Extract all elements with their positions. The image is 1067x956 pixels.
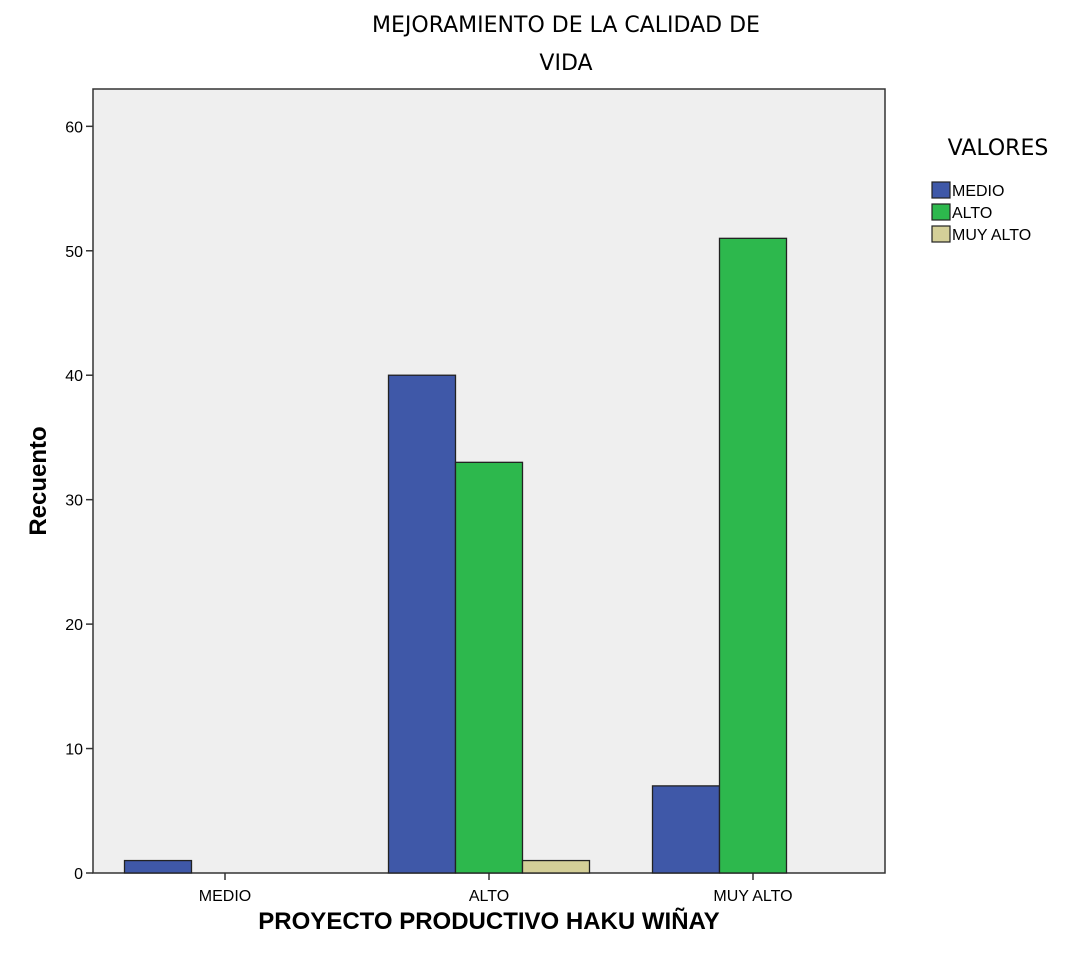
y-tick-label-20: 20 (65, 617, 83, 634)
x-tick-label-2: MUY ALTO (713, 888, 792, 905)
bar-alto-1 (454, 461, 524, 874)
legend-swatch-2 (931, 225, 951, 243)
x-tick-label-1: ALTO (469, 888, 509, 905)
y-axis-title: Recuento (25, 426, 52, 535)
legend-items: MEDIO ALTO MUY ALTO (931, 181, 1031, 244)
chart-title-line-2: VIDA (539, 51, 592, 76)
legend-label-2: MUY ALTO (952, 227, 1031, 244)
x-tick-label-0: MEDIO (199, 888, 251, 905)
y-tick-label-40: 40 (65, 368, 83, 385)
bars (123, 237, 788, 874)
x-axis-title: PROYECTO PRODUCTIVO HAKU WIÑAY (258, 907, 719, 935)
legend-swatch-0 (931, 181, 951, 199)
bar-alto-2 (718, 237, 788, 874)
y-tick-label-50: 50 (65, 244, 83, 261)
legend-swatch-1 (931, 203, 951, 221)
legend: VALORES MEDIO ALTO MUY ALTO (931, 136, 1049, 244)
bar-medio-1 (387, 374, 457, 874)
chart-title-line-1: MEJORAMIENTO DE LA CALIDAD DE (372, 13, 760, 38)
bar-medio-0 (123, 859, 193, 874)
bar-muy-alto-1 (521, 859, 591, 874)
x-axis: MEDIO ALTO MUY ALTO (199, 873, 793, 905)
y-tick-label-0: 0 (74, 866, 83, 883)
bar-medio-2 (651, 785, 721, 874)
y-tick-label-10: 10 (65, 742, 83, 759)
legend-title: VALORES (948, 136, 1049, 161)
y-tick-label-60: 60 (65, 119, 83, 136)
legend-label-0: MEDIO (952, 183, 1004, 200)
y-tick-label-30: 30 (65, 493, 83, 510)
y-axis: 0 10 20 30 40 50 60 (65, 119, 93, 883)
legend-label-1: ALTO (952, 205, 992, 222)
